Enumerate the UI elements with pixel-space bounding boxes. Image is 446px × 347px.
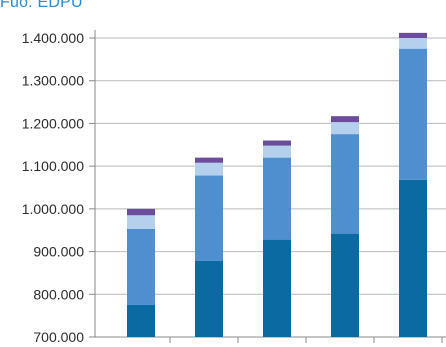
bar-segment — [263, 140, 291, 146]
bar-segment — [195, 157, 223, 163]
y-tick-label: 1.200.000 — [22, 115, 84, 131]
bar-segment — [399, 179, 427, 337]
y-tick-label: 1.300.000 — [22, 73, 84, 89]
bar-segment — [263, 145, 291, 158]
bar-segment — [127, 208, 155, 216]
bar-segment — [127, 228, 155, 305]
bar-segment — [263, 239, 291, 337]
bar-segment — [195, 175, 223, 261]
bar-segment — [127, 215, 155, 229]
bar-segment — [195, 162, 223, 176]
bar-segment — [127, 304, 155, 337]
bar-segment — [331, 122, 359, 135]
y-tick-label: 900.000 — [33, 244, 84, 260]
bar-segment — [399, 48, 427, 180]
y-tick-label: 1.400.000 — [22, 30, 84, 46]
bar-segment — [331, 134, 359, 234]
chart-title: Fuo: EDPU — [0, 0, 83, 11]
bar-segment — [399, 38, 427, 49]
y-tick-label: 800.000 — [33, 286, 84, 302]
bar-segment — [195, 260, 223, 337]
bar-segment — [263, 157, 291, 240]
bar-segment — [331, 116, 359, 123]
y-tick-label: 700.000 — [33, 329, 84, 345]
y-tick-label: 1.000.000 — [22, 201, 84, 217]
bar-segment — [331, 233, 359, 337]
y-tick-label: 1.100.000 — [22, 158, 84, 174]
bar-segment — [399, 32, 427, 38]
